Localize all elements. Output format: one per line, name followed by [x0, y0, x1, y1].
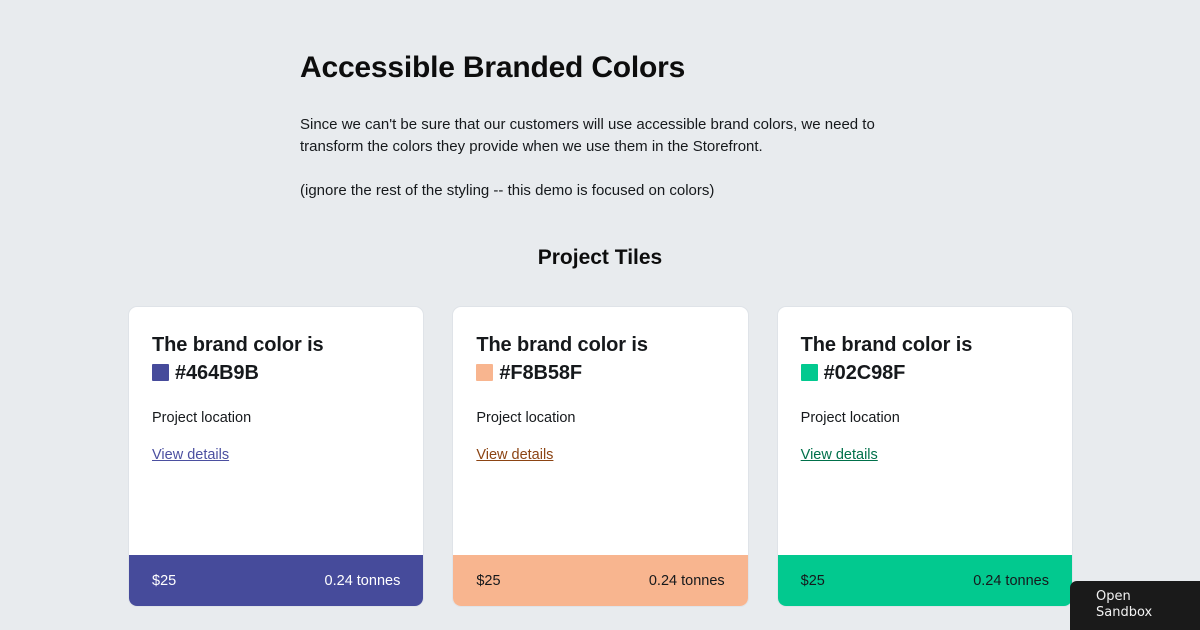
- tile-title-prefix: The brand color is: [152, 334, 324, 356]
- page-title: Accessible Branded Colors: [300, 51, 686, 84]
- view-details-link[interactable]: View details: [476, 446, 554, 463]
- tile-body: The brand color is #F8B58F Project locat…: [453, 307, 747, 555]
- open-sandbox-line-2: Sandbox: [1096, 604, 1153, 620]
- project-tile[interactable]: The brand color is #F8B58F Project locat…: [452, 306, 749, 607]
- color-swatch-icon: [152, 364, 169, 381]
- tile-location: Project location: [476, 410, 576, 426]
- tile-body: The brand color is #464B9B Project locat…: [129, 307, 423, 555]
- open-sandbox-button[interactable]: Open Sandbox: [1070, 580, 1200, 630]
- tile-footer: $25 0.24 tonnes: [129, 555, 424, 606]
- color-swatch-icon: [476, 364, 494, 381]
- tile-title: The brand color is #F8B58F: [476, 331, 724, 387]
- tile-title-prefix: The brand color is: [476, 334, 648, 356]
- tile-tonnes: 0.24 tonnes: [973, 572, 1049, 589]
- tile-title: The brand color is #02C98F: [800, 331, 1049, 387]
- project-tile[interactable]: The brand color is #02C98F Project locat…: [776, 306, 1073, 607]
- view-details-link[interactable]: View details: [152, 446, 230, 463]
- tile-footer: $25 0.24 tonnes: [453, 555, 748, 606]
- tile-hex-label: #F8B58F: [499, 362, 582, 384]
- tile-body: The brand color is #02C98F Project locat…: [778, 307, 1072, 555]
- color-swatch-icon: [800, 364, 818, 381]
- tile-hex-label: #02C98F: [823, 362, 906, 384]
- tile-price: $25: [800, 572, 825, 589]
- view-details-link[interactable]: View details: [800, 446, 878, 463]
- project-tile[interactable]: The brand color is #464B9B Project locat…: [128, 306, 425, 607]
- tile-footer: $25 0.24 tonnes: [777, 555, 1072, 606]
- tile-location: Project location: [800, 410, 900, 426]
- tile-tonnes: 0.24 tonnes: [324, 572, 401, 589]
- intro-paragraph-1: Since we can't be sure that our customer…: [300, 116, 875, 155]
- tile-location: Project location: [152, 410, 252, 426]
- intro-block: Accessible Branded Colors Since we can't…: [300, 50, 920, 201]
- project-tiles-row: The brand color is #464B9B Project locat…: [128, 306, 1073, 607]
- open-sandbox-line-1: Open: [1096, 588, 1131, 604]
- tile-hex-label: #464B9B: [175, 362, 259, 384]
- tile-title-prefix: The brand color is: [800, 334, 973, 356]
- intro-paragraph-2: (ignore the rest of the styling -- this …: [300, 181, 715, 199]
- tile-title: The brand color is #464B9B: [152, 331, 400, 387]
- section-heading-project-tiles: Project Tiles: [537, 246, 663, 269]
- tile-tonnes: 0.24 tonnes: [648, 572, 725, 589]
- tile-price: $25: [476, 572, 501, 589]
- tile-price: $25: [152, 572, 177, 589]
